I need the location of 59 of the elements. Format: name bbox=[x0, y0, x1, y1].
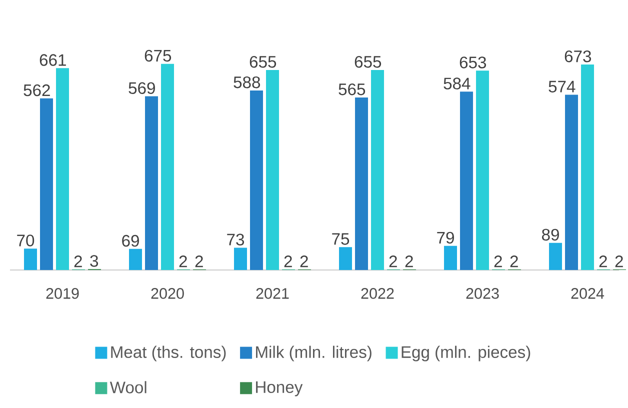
legend-label: Milk (mln. litres) bbox=[256, 346, 372, 362]
bar bbox=[129, 248, 142, 270]
data-label: 70 bbox=[17, 234, 34, 246]
data-label: 2 bbox=[389, 256, 397, 268]
data-label: 2 bbox=[179, 256, 187, 268]
data-label: 2 bbox=[405, 256, 413, 268]
data-label: 655 bbox=[250, 56, 276, 68]
bar bbox=[161, 64, 174, 270]
data-label: 655 bbox=[354, 56, 382, 68]
bar bbox=[371, 70, 384, 270]
bar bbox=[56, 68, 70, 270]
legend-label: Wool bbox=[110, 381, 146, 394]
x-tick-label: 2020 bbox=[151, 288, 184, 299]
data-label: 588 bbox=[234, 76, 260, 88]
data-label: 79 bbox=[437, 232, 454, 244]
data-label: 69 bbox=[122, 234, 139, 247]
bar bbox=[581, 64, 594, 270]
data-label: 75 bbox=[332, 233, 350, 245]
bar bbox=[339, 247, 352, 270]
x-tick-label: 2019 bbox=[46, 288, 79, 299]
bar bbox=[476, 70, 490, 270]
data-label: 2 bbox=[599, 256, 607, 268]
bar bbox=[460, 92, 474, 270]
bar bbox=[250, 90, 264, 270]
x-tick-label: 2021 bbox=[256, 288, 289, 299]
bar bbox=[355, 97, 368, 270]
data-label: 562 bbox=[24, 84, 50, 96]
bar bbox=[444, 246, 458, 270]
bar bbox=[549, 242, 562, 270]
legend-label: Honey bbox=[256, 381, 303, 396]
data-label: 2 bbox=[74, 256, 82, 268]
x-tick-label: 2023 bbox=[466, 288, 499, 299]
data-label: 569 bbox=[128, 82, 155, 94]
data-label: 3 bbox=[90, 255, 98, 267]
data-label: 2 bbox=[300, 256, 308, 268]
data-label: 584 bbox=[444, 78, 470, 90]
bar bbox=[266, 70, 280, 270]
data-label: 73 bbox=[227, 234, 244, 246]
bar bbox=[24, 248, 38, 270]
legend-label: Meat (ths. tons) bbox=[111, 346, 226, 362]
data-label: 2 bbox=[195, 256, 203, 268]
data-label: 653 bbox=[460, 56, 486, 68]
bar bbox=[565, 94, 578, 270]
x-tick-label: 2022 bbox=[361, 288, 394, 299]
bar bbox=[234, 248, 248, 270]
data-label: 661 bbox=[40, 54, 66, 66]
bar bbox=[40, 98, 54, 270]
data-label: 89 bbox=[542, 228, 559, 241]
bar bbox=[145, 96, 158, 270]
data-label: 574 bbox=[548, 80, 576, 92]
data-label: 565 bbox=[338, 83, 366, 96]
x-tick-label: 2024 bbox=[571, 288, 604, 299]
data-label: 2 bbox=[510, 256, 518, 268]
data-label: 2 bbox=[494, 256, 502, 268]
data-label: 2 bbox=[284, 256, 292, 268]
data-label: 2 bbox=[615, 256, 623, 268]
data-label: 673 bbox=[564, 50, 592, 62]
legend-label: Egg (mln. pieces) bbox=[402, 346, 530, 362]
data-label: 675 bbox=[144, 50, 172, 62]
